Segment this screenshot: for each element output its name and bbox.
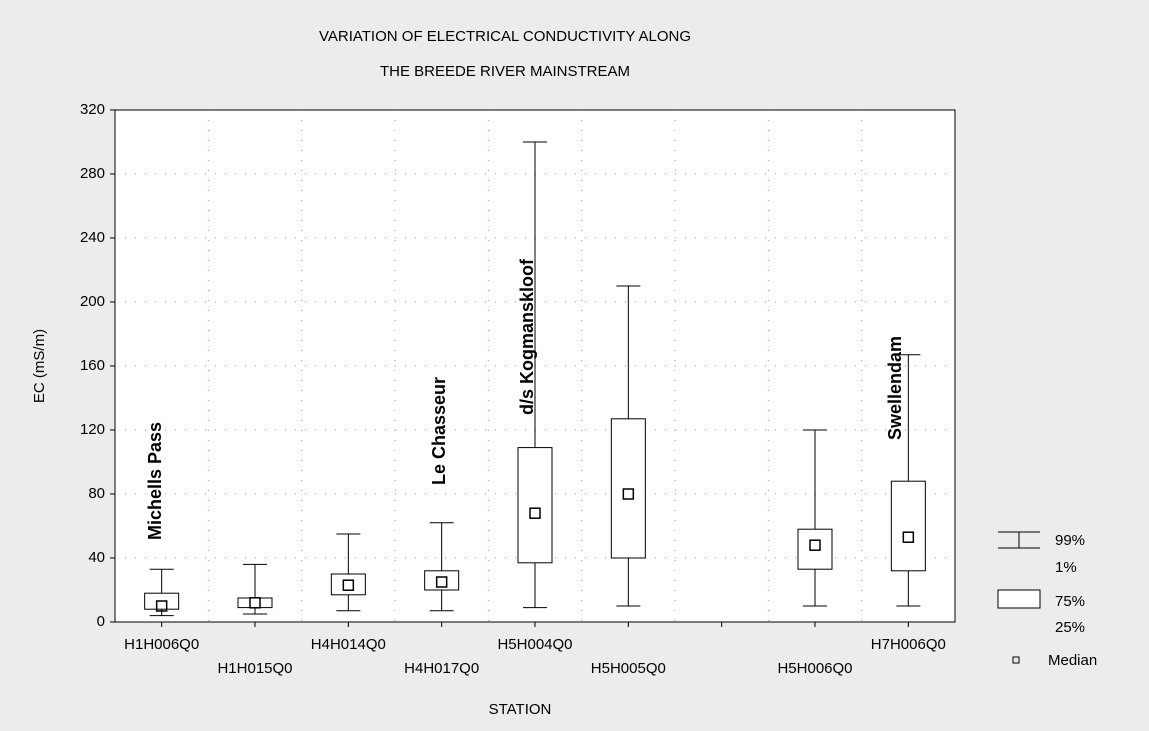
x-axis-label: STATION xyxy=(489,701,552,718)
y-tick-label: 160 xyxy=(80,357,105,374)
legend-label: 75% xyxy=(1055,593,1085,610)
legend-label: 99% xyxy=(1055,532,1085,549)
annotation: Michells Pass xyxy=(145,422,165,540)
y-tick-label: 200 xyxy=(80,293,105,310)
box xyxy=(424,570,460,591)
y-tick-label: 120 xyxy=(80,421,105,438)
y-axis-label: EC (mS/m) xyxy=(31,329,48,403)
legend-box xyxy=(997,589,1041,609)
x-tick-label: H4H014Q0 xyxy=(311,636,386,653)
median xyxy=(155,600,168,612)
legend-label: 25% xyxy=(1055,619,1085,636)
x-tick-label: H5H004Q0 xyxy=(497,636,572,653)
y-tick-label: 40 xyxy=(88,549,105,566)
annotation: Le Chasseur xyxy=(429,377,449,485)
median xyxy=(809,539,821,551)
x-tick-label: H1H015Q0 xyxy=(217,660,292,677)
y-tick-label: 240 xyxy=(80,229,105,246)
median xyxy=(435,576,448,588)
legend-label: 1% xyxy=(1055,559,1077,576)
x-tick-label: H4H017Q0 xyxy=(404,660,479,677)
y-tick-label: 80 xyxy=(88,485,105,502)
x-tick-label: H1H006Q0 xyxy=(124,636,199,653)
y-tick-label: 320 xyxy=(80,101,105,118)
box xyxy=(797,528,833,570)
x-tick-label: H5H006Q0 xyxy=(777,660,852,677)
box xyxy=(237,597,273,609)
chart-title: VARIATION OF ELECTRICAL CONDUCTIVITY ALO… xyxy=(319,28,691,45)
annotation: d/s Kogmanskloof xyxy=(517,258,537,415)
median xyxy=(249,597,261,609)
median xyxy=(622,488,635,500)
box xyxy=(890,480,926,572)
x-tick-label: H5H005Q0 xyxy=(591,660,666,677)
x-tick-label: H7H006Q0 xyxy=(871,636,946,653)
median xyxy=(342,579,355,591)
y-tick-label: 0 xyxy=(97,613,105,630)
box xyxy=(517,447,553,564)
median xyxy=(529,507,541,519)
y-tick-label: 280 xyxy=(80,165,105,182)
chart-subtitle: THE BREEDE RIVER MAINSTREAM xyxy=(380,63,630,80)
box xyxy=(330,573,366,596)
median xyxy=(902,531,915,543)
legend-label: Median xyxy=(1048,652,1097,669)
legend-median xyxy=(1012,656,1020,664)
annotation: Swellendam xyxy=(885,336,905,440)
